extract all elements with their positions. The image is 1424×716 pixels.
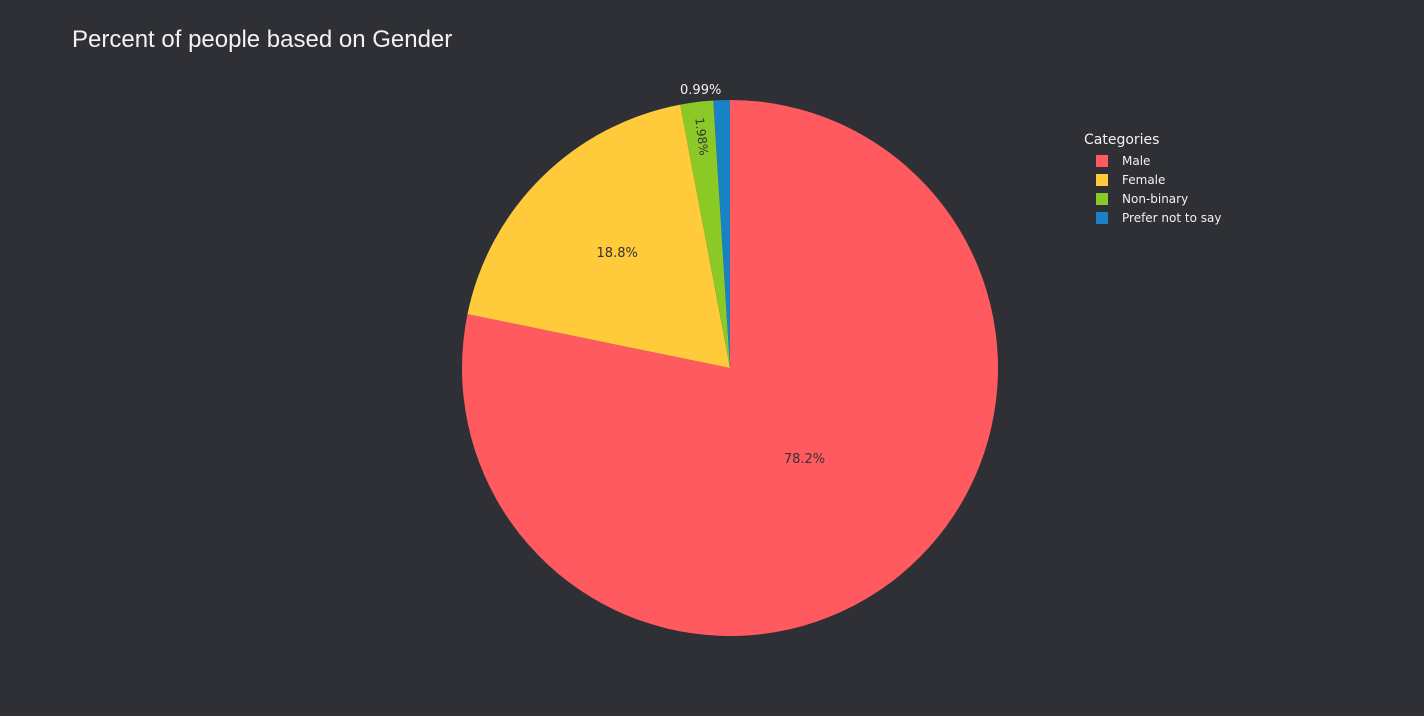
legend-label-female: Female: [1122, 172, 1166, 187]
pie-slice-non-binary[interactable]: [680, 100, 730, 369]
legend-item-female[interactable]: Female: [1084, 170, 1221, 189]
legend-swatch-male: [1096, 154, 1108, 167]
pie-label-non-binary: 1.98%: [692, 117, 711, 157]
legend-swatch-female: [1096, 173, 1108, 186]
pie-label-prefer-not-to-say: 0.99%: [680, 83, 721, 98]
legend-item-prefer-not-to-say[interactable]: Prefer not to say: [1084, 208, 1221, 227]
legend-item-male[interactable]: Male: [1084, 151, 1221, 170]
pie-label-male: 78.2%: [784, 452, 825, 467]
legend-item-non-binary[interactable]: Non-binary: [1084, 189, 1221, 208]
legend-label-male: Male: [1122, 153, 1151, 168]
legend-label-non-binary: Non-binary: [1122, 191, 1189, 206]
legend: Categories Male Female Non-binary Prefer no…: [1084, 131, 1221, 227]
legend-label-prefer-not-to-say: Prefer not to say: [1122, 210, 1222, 225]
legend-swatch-prefer-not-to-say: [1096, 211, 1108, 224]
legend-swatch-non-binary: [1096, 192, 1108, 205]
pie-label-female: 18.8%: [597, 246, 638, 261]
chart-title: Percent of people based on Gender: [72, 26, 453, 53]
pie-slice-female[interactable]: [467, 104, 730, 368]
legend-title: Categories: [1084, 132, 1160, 148]
pie-slice-prefer-not-to-say[interactable]: [713, 100, 730, 368]
